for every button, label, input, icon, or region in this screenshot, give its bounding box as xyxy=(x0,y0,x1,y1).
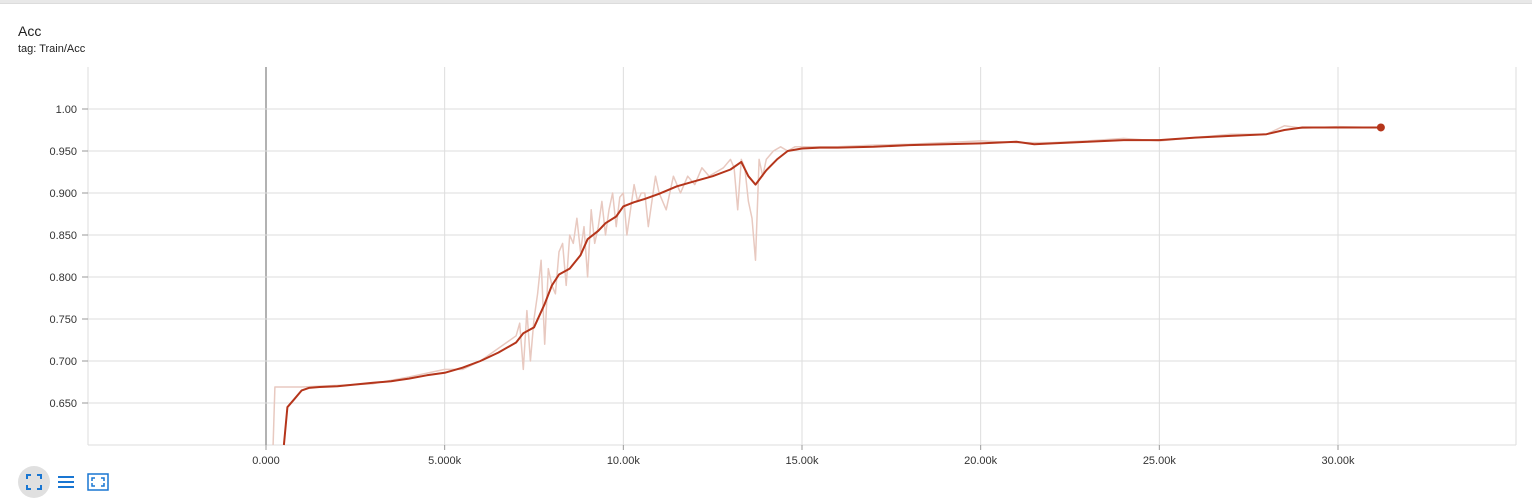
x-tick-label: 30.00k xyxy=(1321,455,1355,467)
fullscreen-button[interactable] xyxy=(82,466,114,498)
y-tick-label: 0.850 xyxy=(49,230,77,242)
y-tick-label: 1.00 xyxy=(56,104,77,116)
x-tick-label: 15.00k xyxy=(785,455,819,467)
y-tick-label: 0.700 xyxy=(49,356,77,368)
x-tick-label: 10.00k xyxy=(607,455,641,467)
chart-tag-subtitle: tag: Train/Acc xyxy=(18,43,86,55)
y-tick-label: 0.650 xyxy=(49,398,77,410)
list-button[interactable] xyxy=(50,466,82,498)
line-chart[interactable]: 0.000 5.000k 10.00k 15.00k 20.00k 25.00k 30.00… xyxy=(0,0,1532,470)
grid-lines xyxy=(87,67,1517,446)
y-tick-label: 0.750 xyxy=(49,314,77,326)
fullscreen-icon xyxy=(87,473,109,491)
fit-domain-button[interactable] xyxy=(18,466,50,498)
x-tick-label: 20.00k xyxy=(964,455,998,467)
y-tick-label: 0.950 xyxy=(49,146,77,158)
chart-title: Acc xyxy=(18,23,42,39)
chart-toolbar xyxy=(18,466,114,498)
card-top-border xyxy=(0,0,1532,4)
tick-labels: 0.000 5.000k 10.00k 15.00k 20.00k 25.00k 30.00… xyxy=(49,104,1355,467)
last-point-marker xyxy=(1376,123,1385,132)
smoothed-series xyxy=(282,123,1385,446)
raw-series xyxy=(272,125,1381,446)
raw-series-line xyxy=(272,125,1381,446)
fit-domain-icon xyxy=(26,474,42,490)
axes xyxy=(82,108,1339,450)
list-icon xyxy=(58,476,74,488)
y-tick-label: 0.900 xyxy=(49,188,77,200)
y-tick-label: 0.800 xyxy=(49,272,77,284)
x-tick-label: 0.000 xyxy=(252,455,280,467)
x-tick-label: 25.00k xyxy=(1143,455,1177,467)
smoothed-series-line xyxy=(282,126,1381,446)
x-tick-label: 5.000k xyxy=(428,455,462,467)
